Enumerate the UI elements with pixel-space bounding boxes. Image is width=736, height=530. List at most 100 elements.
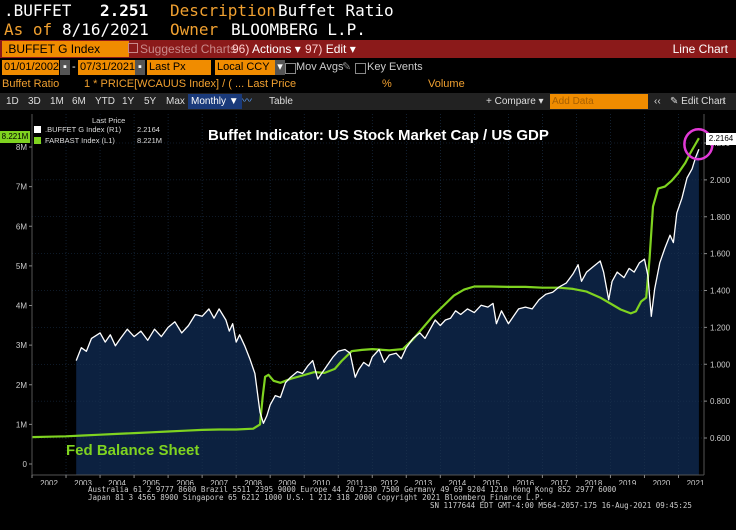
start-date-input[interactable]: 01/01/2002 [2,60,60,75]
footer-line3: SN 1177644 EDT GMT-4:00 M564-2057-175 16… [430,501,692,510]
x-tick-label: 2013 [414,479,432,485]
left-tick-label: 0 [23,460,28,469]
chevron-down-icon: ▾ [349,42,356,56]
legend-entry-buffet: .BUFFET G Index (R1) [45,125,122,134]
field-percent: % [382,78,392,90]
fields-row: Buffet Ratio 1 * PRICE[WCAUUS Index] / (… [0,77,736,92]
chevron-down-icon: ▼ [228,96,239,107]
x-tick-label: 2010 [312,479,330,485]
right-tick-label: 0.600 [710,434,731,443]
right-tick-label: 1.200 [710,323,731,332]
left-tick-label: 8M [16,143,27,152]
ticker: .BUFFET [4,1,72,20]
mov-avgs-checkbox[interactable] [285,63,296,74]
left-tick-label: 7M [16,183,27,192]
line-chart-icon[interactable]: 〰 [242,96,252,107]
x-tick-label: 2020 [653,479,671,485]
security-field[interactable]: .BUFFET G Index [2,41,129,57]
period-1d[interactable]: 1D [6,96,19,107]
period-3d[interactable]: 3D [28,96,41,107]
description: Buffet Ratio [278,1,394,20]
x-tick-label: 2005 [142,479,160,485]
x-tick-label: 2002 [40,479,58,485]
table-button[interactable]: Table [269,96,293,107]
suggested-charts-button[interactable]: Suggested Charts [128,40,236,58]
asof-label: As of [4,20,53,39]
left-tick-label: 2M [16,381,27,390]
chart-legend: Last Price .BUFFET G Index (R1) 2.2164 F… [32,116,168,150]
key-events-checkbox[interactable] [355,63,366,74]
right-tick-label: 0.800 [710,397,731,406]
end-date-input[interactable]: 07/31/2021 [78,60,136,75]
description-label: Description [170,1,276,20]
x-tick-label: 2016 [516,479,534,485]
x-tick-label: 2014 [448,479,466,485]
period-max[interactable]: Max [166,96,185,107]
owner-label: Owner [170,20,219,39]
chart-toolbar: .BUFFET G Index Suggested Charts 96) Act… [0,40,736,58]
period-5y[interactable]: 5Y [144,96,157,107]
pencil-icon[interactable]: ✎ [342,61,352,73]
calendar-icon[interactable]: ▪ [135,60,145,75]
buffet-line [75,148,700,424]
field-volume[interactable]: Volume [428,78,465,90]
currency-select[interactable]: Local CCY [215,60,275,75]
right-tick-label: 1.400 [710,287,731,296]
x-tick-label: 2009 [278,479,296,485]
calendar-icon[interactable]: ▪ [60,60,70,75]
chart-title: Buffet Indicator: US Stock Market Cap / … [208,127,549,144]
suggested-charts-icon [128,43,138,53]
legend-header: Last Price [92,116,126,125]
x-tick-label: 2011 [347,479,365,485]
legend-swatch-farbast [34,137,41,144]
mov-avgs-label: Mov Avgs [296,61,344,73]
legend-value-buffet: 2.2164 [137,125,160,134]
collapse-icon[interactable]: ‹‹ [654,96,661,107]
actions-label: Actions [252,42,292,56]
compare-button[interactable]: + Compare ▾ [486,94,544,109]
x-tick-label: 2018 [585,479,603,485]
asof-date: 8/16/2021 [62,20,149,39]
actions-number: 96) [232,42,250,56]
legend-value-farbast: 8.221M [137,136,163,145]
x-tick-label: 2007 [210,479,228,485]
period-1y[interactable]: 1Y [122,96,135,107]
field-name: Buffet Ratio [2,78,60,90]
right-axis-current-label: 2.2164 [706,133,736,145]
left-axis-current-label: 8.221M [0,131,30,143]
expand-icon[interactable]: › [722,96,726,107]
frequency-select[interactable]: Monthly ▼ [188,94,242,109]
price-type-select[interactable]: Last Px [147,60,211,75]
left-tick-label: 5M [16,262,27,271]
footer-line2: Japan 81 3 4565 8900 Singapore 65 6212 1… [88,493,545,502]
left-tick-label: 6M [16,222,27,231]
chevron-down-icon: ▾ [294,42,301,56]
right-tick-label: 1.600 [710,250,731,259]
left-tick-label: 4M [16,302,27,311]
period-ytd[interactable]: YTD [95,96,115,107]
right-tick-label: 1.800 [710,213,731,222]
edit-label: Edit [325,42,347,56]
x-tick-label: 2006 [176,479,194,485]
field-formula[interactable]: 1 * PRICE[WCAUUS Index] / ( ... Last Pri… [84,78,297,90]
edit-menu[interactable]: 97) Edit ▾ [305,40,356,58]
x-tick-label: 2012 [380,479,398,485]
plus-icon: + [486,96,492,107]
legend-swatch-buffet [34,126,41,133]
dropdown-icon[interactable]: ▾ [275,60,285,75]
date-separator: - [72,61,76,73]
add-data-input[interactable]: Add Data [550,94,648,109]
legend-entry-farbast: FARBAST Index (L1) [45,136,115,145]
x-tick-label: 2015 [482,479,500,485]
edit-chart-button[interactable]: ✎ Edit Chart [670,94,726,109]
period-1m[interactable]: 1M [50,96,64,107]
period-bar: 1D 3D 1M 6M YTD 1Y 5Y Max Monthly ▼ 〰 Ta… [0,93,736,110]
period-6m[interactable]: 6M [72,96,86,107]
actions-menu[interactable]: 96) Actions ▾ [232,40,301,58]
pencil-icon: ✎ [670,96,679,107]
chart-type-label[interactable]: Line Chart [672,42,728,56]
x-tick-label: 2017 [550,479,568,485]
x-tick-label: 2004 [108,479,126,485]
suggested-charts-label: Suggested Charts [140,42,237,56]
footer-line1: Australia 61 2 9777 8600 Brazil 5511 239… [88,485,617,494]
